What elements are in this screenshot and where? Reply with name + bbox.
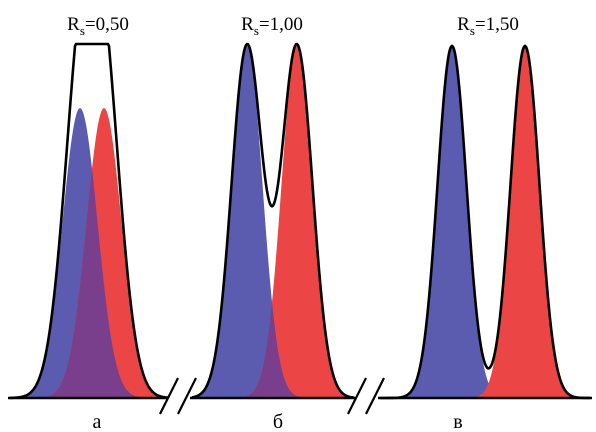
baseline <box>8 377 592 415</box>
panel-a: Rs=0,50 а <box>9 14 170 432</box>
panel-letter: а <box>93 411 102 432</box>
peak-overlap-fill <box>10 168 170 398</box>
rs-label: Rs=0,50 <box>67 14 129 38</box>
envelope-curve <box>380 44 590 400</box>
envelope-curve <box>9 42 169 400</box>
axis-break-mark <box>177 377 197 415</box>
axis-break-mark <box>365 377 385 415</box>
peak-1-fill <box>380 46 592 398</box>
panel-letter: в <box>453 411 462 432</box>
envelope-curve <box>191 42 355 399</box>
panel-b: Rs=1,00 б <box>191 14 356 432</box>
peak-1-fill <box>192 46 356 398</box>
panel-c: Rs=1,50 в <box>380 14 592 432</box>
axis-break-mark <box>347 377 367 415</box>
rs-label: Rs=1,50 <box>457 14 519 38</box>
rs-label: Rs=1,00 <box>241 14 303 38</box>
peak-2-fill <box>380 46 592 398</box>
peak-2-fill <box>192 46 356 398</box>
panel-letter: б <box>273 411 283 432</box>
axis-break-mark <box>159 377 179 415</box>
peak-overlap-fill <box>192 302 356 398</box>
